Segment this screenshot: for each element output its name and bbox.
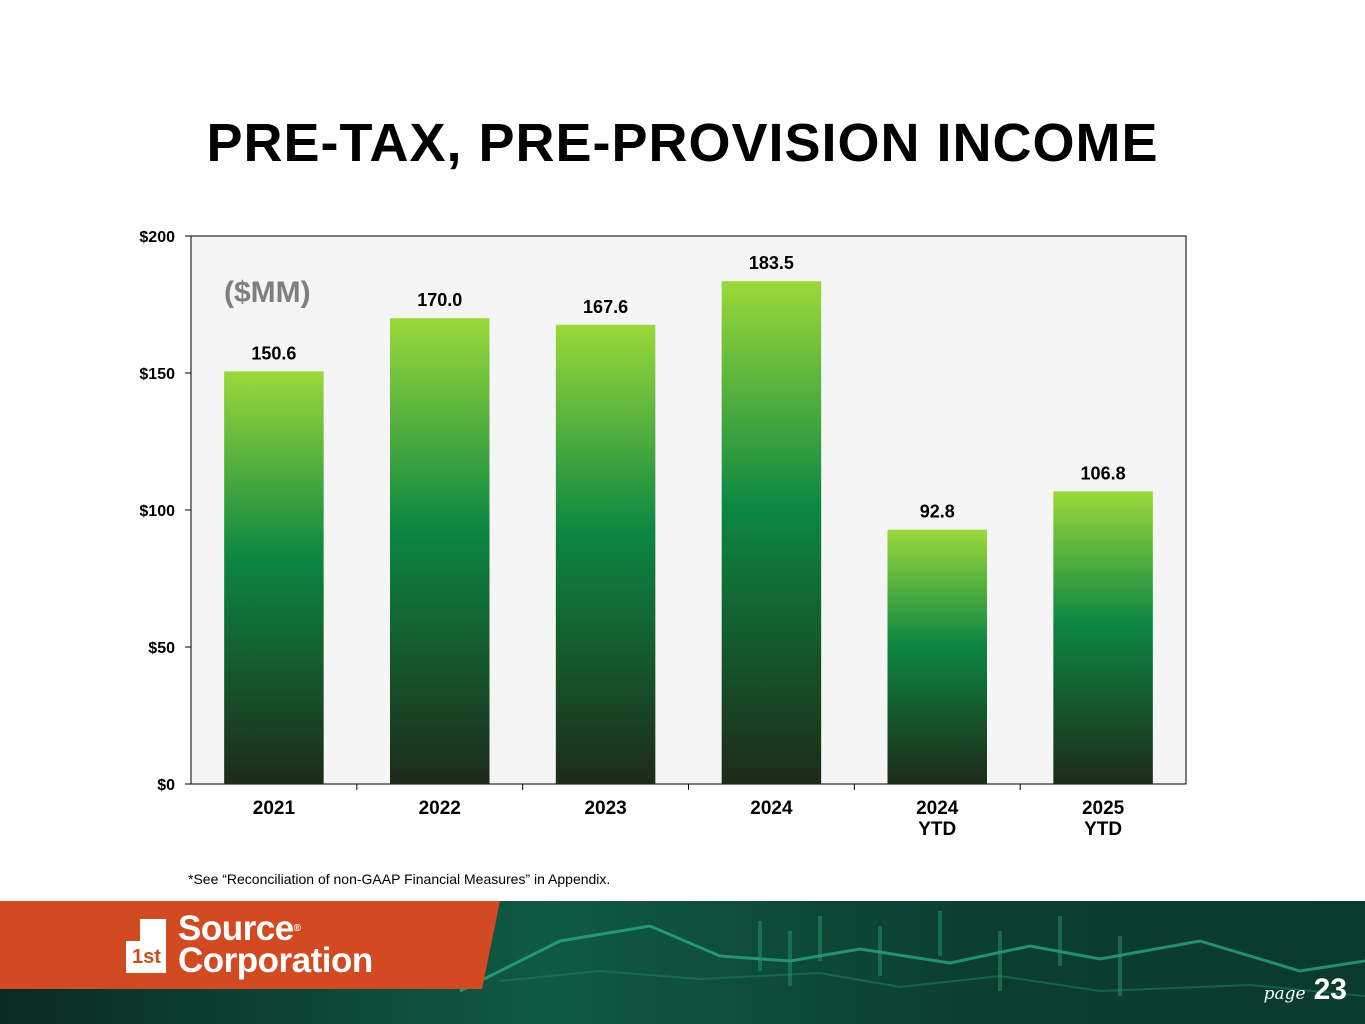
bar-value-label: 170.0 (417, 290, 462, 310)
bar (887, 529, 987, 784)
bar-value-label: 150.6 (251, 343, 296, 363)
bar-value-label: 92.8 (920, 502, 955, 522)
bar-value-label: 167.6 (583, 297, 628, 317)
bar (555, 324, 656, 784)
unit-label: ($MM) (224, 276, 311, 309)
logo-line2: Corporation (178, 941, 373, 980)
page-title: PRE-TAX, PRE-PROVISION INCOME (206, 113, 1159, 173)
y-tick-label: $50 (148, 640, 175, 657)
bar (224, 371, 324, 784)
bar-chart: ($MM) 150.6 170.0 167.6 183.5 92.8 106.8 $0 $5… (139, 229, 1187, 840)
x-tick-label: 2023 (584, 798, 626, 819)
logo-mark-text: 1st (132, 946, 161, 968)
x-tick-label: 2021 (253, 798, 296, 819)
footnote: *See “Reconciliation of non-GAAP Financi… (188, 871, 611, 887)
footer-banner: 1st Source® Corporation page 23 (0, 901, 1365, 1024)
y-tick-label: $200 (139, 229, 175, 246)
bar (721, 281, 822, 784)
x-tick-label: 2022 (419, 798, 461, 819)
y-tick-label: $100 (139, 503, 175, 520)
bar (390, 318, 490, 784)
logo-line1: Source (178, 909, 294, 948)
logo-mark-icon: 1st (126, 919, 166, 973)
page-word: page (1263, 984, 1306, 1004)
x-tick-label: YTD (1084, 819, 1122, 840)
y-tick-label: $0 (157, 777, 175, 794)
page-number: page 23 (1264, 973, 1347, 1007)
x-tick-label: 2024 (750, 798, 793, 819)
bar (1053, 491, 1153, 784)
x-tick-label: 2024 (916, 798, 959, 819)
y-tick-label: $150 (139, 366, 175, 383)
x-tick-label: 2025 (1082, 798, 1125, 819)
plot-area (190, 235, 1187, 785)
page-value: 23 (1313, 973, 1347, 1006)
market-chart-graphic (459, 911, 1365, 997)
logo-reg-mark: ® (293, 923, 301, 934)
bar-value-label: 106.8 (1081, 463, 1126, 483)
bar-value-label: 183.5 (749, 253, 794, 273)
x-tick-label: YTD (918, 819, 956, 840)
logo-panel: 1st Source® Corporation (0, 901, 500, 989)
